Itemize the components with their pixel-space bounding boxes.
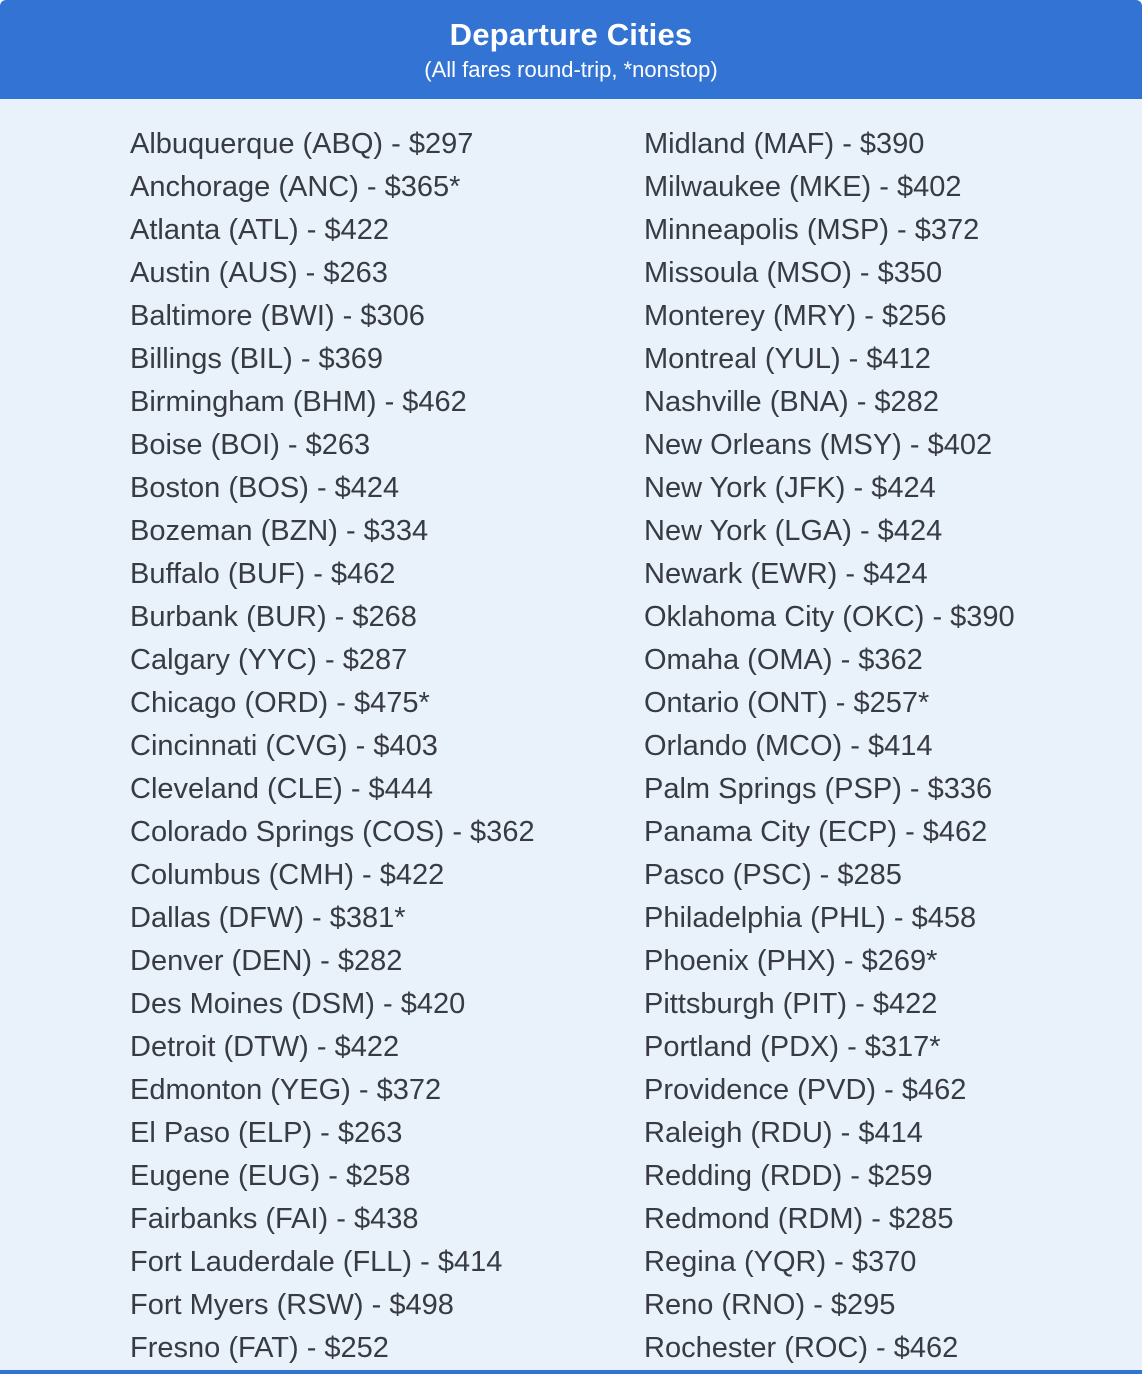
fare-list-item: Missoula (MSO) - $350 [644, 257, 943, 289]
fare-list-item: Montreal (YUL) - $412 [644, 343, 931, 375]
fare-list-item: Omaha (OMA) - $362 [644, 644, 923, 676]
bottom-banner-strip [0, 1370, 1142, 1374]
fare-list-item: Anchorage (ANC) - $365* [130, 171, 461, 203]
fare-list-item: Atlanta (ATL) - $422 [130, 214, 389, 246]
fare-list-item: Baltimore (BWI) - $306 [130, 300, 425, 332]
fare-list-item: Dallas (DFW) - $381* [130, 902, 406, 934]
fare-list-item: Philadelphia (PHL) - $458 [644, 902, 977, 934]
fare-list-item: Phoenix (PHX) - $269* [644, 945, 938, 977]
fare-column-left: Albuquerque (ABQ) - $297 Anchorage (ANC) … [130, 123, 644, 1370]
fare-list-item: New York (LGA) - $424 [644, 515, 943, 547]
fare-list-item: Eugene (EUG) - $258 [130, 1160, 411, 1192]
fare-list-item: Albuquerque (ABQ) - $297 [130, 128, 474, 160]
fare-list-item: Calgary (YYC) - $287 [130, 644, 408, 676]
fare-column-right: Midland (MAF) - $390 Milwaukee (MKE) - $4… [644, 123, 1142, 1370]
fare-list-item: Colorado Springs (COS) - $362 [130, 816, 535, 848]
fare-list-item: Des Moines (DSM) - $420 [130, 988, 466, 1020]
fare-list-item: Birmingham (BHM) - $462 [130, 386, 467, 418]
fare-list-item: Nashville (BNA) - $282 [644, 386, 939, 418]
fare-list-item: Rochester (ROC) - $462 [644, 1332, 959, 1364]
fare-list-item: Monterey (MRY) - $256 [644, 300, 947, 332]
fare-list-item: Pittsburgh (PIT) - $422 [644, 988, 938, 1020]
fare-list-item: Fresno (FAT) - $252 [130, 1332, 389, 1364]
fare-list-item: Portland (PDX) - $317* [644, 1031, 941, 1063]
fare-list-item: Edmonton (YEG) - $372 [130, 1074, 442, 1106]
fare-list-item: Minneapolis (MSP) - $372 [644, 214, 980, 246]
fare-list-item: Newark (EWR) - $424 [644, 558, 928, 590]
fare-list-item: Milwaukee (MKE) - $402 [644, 171, 962, 203]
page-title: Departure Cities [449, 16, 693, 52]
fare-list-item: New York (JFK) - $424 [644, 472, 936, 504]
fare-list-item: Detroit (DTW) - $422 [130, 1031, 400, 1063]
fare-list-item: Redding (RDD) - $259 [644, 1160, 933, 1192]
fare-list: Albuquerque (ABQ) - $297 Anchorage (ANC) … [0, 99, 1142, 1370]
fare-list-item: El Paso (ELP) - $263 [130, 1117, 403, 1149]
fare-list-item: Cleveland (CLE) - $444 [130, 773, 434, 805]
fare-list-item: Fairbanks (FAI) - $438 [130, 1203, 419, 1235]
header-banner: Departure Cities (All fares round-trip, … [0, 0, 1142, 99]
fare-list-item: Palm Springs (PSP) - $336 [644, 773, 993, 805]
fare-list-item: Cincinnati (CVG) - $403 [130, 730, 438, 762]
fare-list-item: Panama City (ECP) - $462 [644, 816, 988, 848]
fare-list-item: Raleigh (RDU) - $414 [644, 1117, 923, 1149]
fare-list-item: Regina (YQR) - $370 [644, 1246, 917, 1278]
fare-list-item: Oklahoma City (OKC) - $390 [644, 601, 1015, 633]
fare-list-item: Bozeman (BZN) - $334 [130, 515, 429, 547]
fare-list-item: Buffalo (BUF) - $462 [130, 558, 396, 590]
fare-list-item: Denver (DEN) - $282 [130, 945, 403, 977]
fare-list-item: Austin (AUS) - $263 [130, 257, 388, 289]
fare-list-item: Burbank (BUR) - $268 [130, 601, 417, 633]
fare-list-item: Boise (BOI) - $263 [130, 429, 371, 461]
fare-list-item: Orlando (MCO) - $414 [644, 730, 933, 762]
fare-list-item: Midland (MAF) - $390 [644, 128, 925, 160]
fare-list-item: Fort Lauderdale (FLL) - $414 [130, 1246, 503, 1278]
page-subtitle: (All fares round-trip, *nonstop) [424, 56, 718, 82]
fare-list-item: Pasco (PSC) - $285 [644, 859, 902, 891]
fare-list-item: Billings (BIL) - $369 [130, 343, 384, 375]
fare-list-item: Boston (BOS) - $424 [130, 472, 400, 504]
fare-list-item: Fort Myers (RSW) - $498 [130, 1289, 454, 1321]
fare-list-item: New Orleans (MSY) - $402 [644, 429, 993, 461]
fare-list-item: Providence (PVD) - $462 [644, 1074, 967, 1106]
fare-list-item: Chicago (ORD) - $475* [130, 687, 430, 719]
fare-list-item: Redmond (RDM) - $285 [644, 1203, 954, 1235]
fare-list-item: Ontario (ONT) - $257* [644, 687, 930, 719]
fare-list-item: Reno (RNO) - $295 [644, 1289, 896, 1321]
fare-list-item: Columbus (CMH) - $422 [130, 859, 445, 891]
